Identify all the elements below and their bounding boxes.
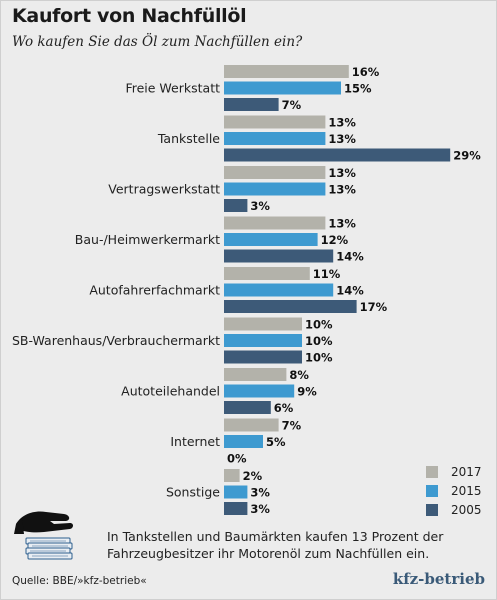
data-label: 13% (328, 116, 356, 130)
bar-2015 (224, 132, 326, 145)
brand-logo: kfz-betrieb (392, 570, 485, 588)
bar-2005 (224, 300, 357, 313)
bar-2015 (224, 384, 295, 398)
bar-2015 (224, 334, 302, 347)
data-label: 13% (328, 183, 356, 197)
data-label: 13% (328, 132, 356, 146)
bar-2005 (224, 98, 279, 111)
bar-2017 (224, 216, 326, 230)
legend-swatch-2017 (426, 465, 438, 478)
data-label: 10% (305, 351, 333, 365)
chart-title: Kaufort von Nachfüllöl (12, 5, 247, 27)
bar-2015 (224, 283, 334, 297)
source-text: Quelle: BBE/»kfz-betrieb« (12, 575, 147, 587)
bar-2015 (224, 182, 326, 196)
category-label: Bau-/Heimwerkermarkt (75, 232, 220, 247)
category-label: Vertragswerkstatt (108, 182, 220, 197)
category-label: Autofahrerfachmarkt (89, 283, 220, 298)
category-label: Freie Werkstatt (125, 81, 220, 96)
data-label: 14% (336, 284, 364, 298)
bar-2017 (224, 166, 326, 179)
legend-label: 2015 (451, 483, 482, 498)
bar-2005 (224, 401, 271, 414)
data-label: 3% (250, 502, 270, 516)
legend-label: 2005 (451, 502, 482, 517)
bar-2015 (224, 81, 341, 95)
bar-2017 (224, 115, 326, 129)
data-label: 8% (289, 368, 309, 382)
bar-2017 (224, 418, 279, 432)
data-label: 2% (243, 469, 263, 483)
bar-2017 (224, 469, 240, 482)
footer-note: In Tankstellen und Baumärkten kaufen 13 … (107, 529, 444, 561)
legend-swatch-2015 (426, 484, 438, 497)
bar-2017 (224, 368, 287, 381)
data-label: 10% (305, 334, 333, 348)
bar-2005 (224, 350, 302, 364)
bar-2005 (224, 249, 334, 263)
data-label: 7% (282, 98, 302, 112)
data-label: 11% (313, 267, 341, 281)
bar-2015 (224, 435, 263, 448)
data-label: 15% (344, 82, 372, 96)
data-label: 14% (336, 250, 364, 264)
legend-item-2015: 2015 (426, 481, 482, 500)
legend-label: 2017 (451, 464, 482, 479)
data-label: 13% (328, 166, 356, 180)
legend-item-2017: 2017 (426, 462, 482, 481)
category-label: Autoteilehandel (121, 384, 220, 399)
bar-2017 (224, 267, 310, 280)
chart-subtitle: Wo kaufen Sie das Öl zum Nachfüllen ein? (12, 34, 303, 50)
category-label: Internet (170, 434, 220, 449)
data-label: 0% (227, 452, 247, 466)
data-label: 7% (282, 419, 302, 433)
hand-money-icon (14, 511, 73, 560)
data-label: 10% (305, 318, 333, 332)
data-label: 16% (352, 65, 380, 79)
data-label: 3% (250, 199, 270, 213)
bar-2005 (224, 148, 451, 162)
bar-2005 (224, 502, 248, 515)
category-label: SB-Warenhaus/Verbrauchermarkt (12, 333, 220, 348)
data-label: 29% (453, 149, 481, 163)
bar-2015 (224, 233, 318, 246)
legend-item-2005: 2005 (426, 500, 482, 519)
bar-2017 (224, 65, 349, 78)
data-label: 6% (274, 401, 294, 415)
bar-2015 (224, 485, 248, 499)
data-label: 3% (250, 486, 270, 500)
data-label: 9% (297, 385, 317, 399)
category-label: Tankstelle (157, 131, 220, 146)
bar-chart: Freie Werkstatt 16% 15% 7% Tankstelle 13% 13% 2… (12, 65, 481, 516)
legend-swatch-2005 (426, 503, 438, 516)
category-label: Sonstige (166, 485, 220, 500)
bar-2005 (224, 199, 248, 212)
legend: 2017 2015 2005 (426, 462, 482, 519)
data-label: 17% (360, 300, 388, 314)
data-label: 5% (266, 435, 286, 449)
data-label: 13% (328, 217, 356, 231)
bar-2017 (224, 317, 302, 331)
data-label: 12% (321, 233, 349, 247)
